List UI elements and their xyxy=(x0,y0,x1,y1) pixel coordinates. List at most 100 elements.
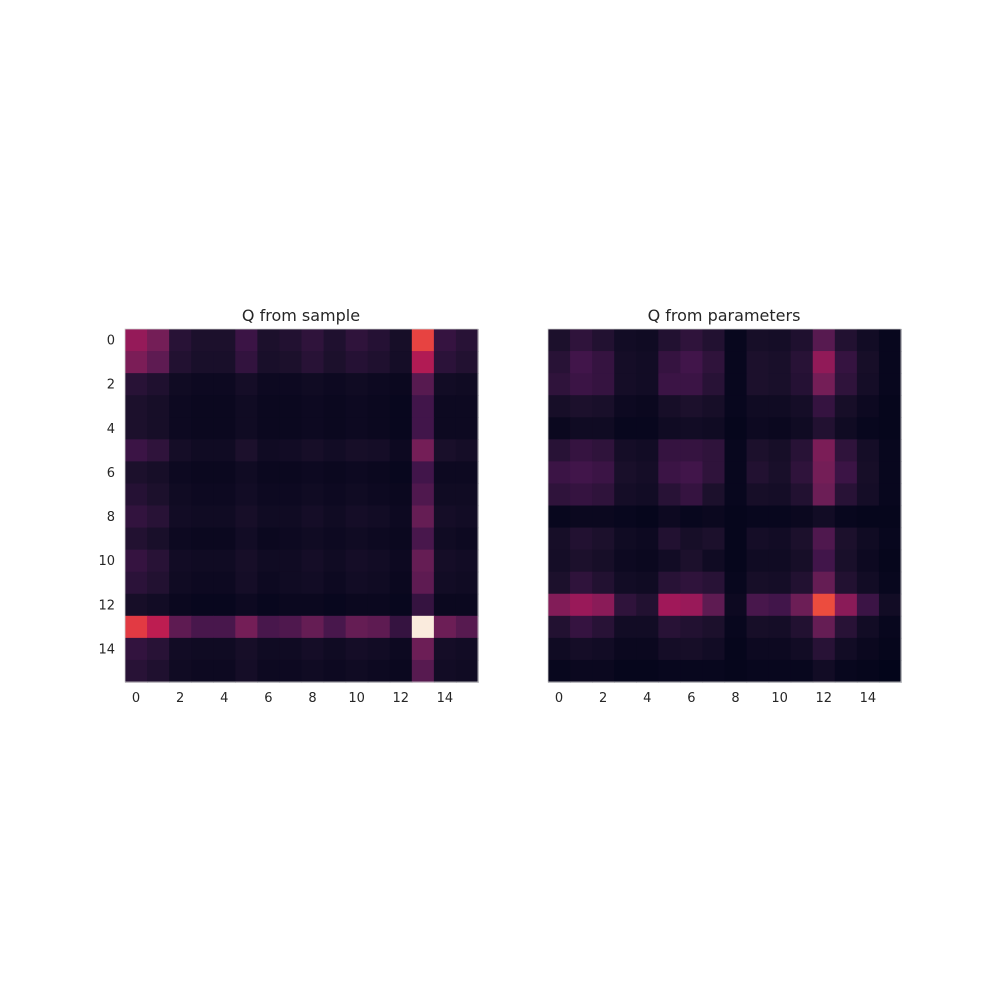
heatmap-sample-cell-2-15 xyxy=(455,373,479,396)
heatmap-sample-cell-15-2 xyxy=(169,659,192,683)
heatmap-sample-cell-7-12 xyxy=(389,483,413,507)
heatmap-parameters-cell-13-0 xyxy=(548,615,571,639)
heatmap-parameters-panel: Q from parameters 0 2 4 6 8 10 12 14 xyxy=(547,306,902,706)
heatmap-sample-cell-2-12 xyxy=(389,373,413,396)
heatmap-parameters-cell-5-12 xyxy=(812,439,836,462)
heatmap-parameters-cell-5-13 xyxy=(834,439,858,462)
heatmap-sample-cell-15-6 xyxy=(257,659,281,683)
heatmap-parameters-cell-14-7 xyxy=(702,637,726,661)
heatmap-parameters-cell-15-3 xyxy=(614,659,637,683)
heatmap-sample-cell-1-9 xyxy=(323,351,347,374)
heatmap-sample-cell-0-2 xyxy=(169,329,192,352)
heatmap-sample-cell-0-0 xyxy=(125,329,148,352)
heatmap-parameters-cell-10-7 xyxy=(702,549,726,573)
heatmap-sample-cell-5-6 xyxy=(257,439,281,462)
heatmap-parameters-cell-3-15 xyxy=(878,395,902,418)
heatmap-sample-cell-1-0 xyxy=(125,351,148,374)
heatmap-sample-cell-2-10 xyxy=(345,373,369,396)
heatmap-sample-cells xyxy=(124,328,479,683)
heatmap-sample-cell-7-7 xyxy=(279,483,303,507)
heatmap-sample-cell-7-0 xyxy=(125,483,148,507)
heatmap-sample-cell-4-15 xyxy=(455,417,479,440)
heatmap-sample-cell-7-4 xyxy=(213,483,236,507)
heatmap-sample-cell-14-3 xyxy=(191,637,214,661)
heatmap-sample-cell-1-11 xyxy=(367,351,391,374)
heatmap-parameters-cell-0-2 xyxy=(592,329,615,352)
heatmap-sample-cell-3-0 xyxy=(125,395,148,418)
heatmap-sample-cell-6-3 xyxy=(191,461,214,485)
heatmap-parameters-cell-4-12 xyxy=(812,417,836,440)
heatmap-parameters-cell-11-5 xyxy=(658,571,681,595)
heatmap-sample-cell-6-9 xyxy=(323,461,347,485)
heatmap-parameters-cell-13-5 xyxy=(658,615,681,639)
heatmap-sample-cell-4-14 xyxy=(433,417,457,440)
heatmap-sample-cell-0-10 xyxy=(345,329,369,352)
heatmap-sample-cell-9-4 xyxy=(213,527,236,551)
heatmap-parameters-cell-5-0 xyxy=(548,439,571,462)
heatmap-sample-cell-3-10 xyxy=(345,395,369,418)
heatmap-sample-cell-4-11 xyxy=(367,417,391,440)
heatmap-parameters-cell-11-13 xyxy=(834,571,858,595)
heatmap-sample-cell-11-7 xyxy=(279,571,303,595)
heatmap-parameters-cell-4-2 xyxy=(592,417,615,440)
heatmap-parameters-cell-12-1 xyxy=(570,593,593,617)
heatmap-parameters-cell-1-10 xyxy=(768,351,792,374)
heatmap-parameters-cells xyxy=(547,328,902,683)
heatmap-sample-cell-15-0 xyxy=(125,659,148,683)
heatmap-parameters-cell-1-12 xyxy=(812,351,836,374)
heatmap-sample-cell-4-4 xyxy=(213,417,236,440)
heatmap-parameters-cell-13-7 xyxy=(702,615,726,639)
heatmap-parameters-cell-7-8 xyxy=(724,483,748,507)
heatmap-sample-cell-10-2 xyxy=(169,549,192,573)
heatmap-sample-cell-5-9 xyxy=(323,439,347,462)
heatmap-parameters-cell-13-14 xyxy=(856,615,880,639)
heatmap-sample-cell-13-0 xyxy=(125,615,148,639)
heatmap-parameters-cell-7-4 xyxy=(636,483,659,507)
heatmap-parameters-cell-13-10 xyxy=(768,615,792,639)
heatmap-sample-cell-10-9 xyxy=(323,549,347,573)
heatmap-sample-cell-9-9 xyxy=(323,527,347,551)
heatmap-sample-cell-13-12 xyxy=(389,615,413,639)
heatmap-sample-x-tick-label: 14 xyxy=(437,691,454,706)
heatmap-parameters-cell-2-10 xyxy=(768,373,792,396)
heatmap-parameters-cell-1-3 xyxy=(614,351,637,374)
heatmap-sample-cell-8-4 xyxy=(213,505,236,529)
heatmap-sample-cell-3-15 xyxy=(455,395,479,418)
heatmap-parameters-x-tick-label: 6 xyxy=(687,691,695,706)
heatmap-sample-cell-7-14 xyxy=(433,483,457,507)
heatmap-parameters-cell-11-0 xyxy=(548,571,571,595)
heatmap-sample-cell-9-7 xyxy=(279,527,303,551)
heatmap-parameters-cell-11-8 xyxy=(724,571,748,595)
heatmap-sample-cell-13-2 xyxy=(169,615,192,639)
heatmap-sample-cell-1-15 xyxy=(455,351,479,374)
heatmap-parameters-cell-6-5 xyxy=(658,461,681,485)
heatmap-parameters-cell-14-1 xyxy=(570,637,593,661)
heatmap-sample-cell-8-2 xyxy=(169,505,192,529)
heatmap-parameters-cell-10-11 xyxy=(790,549,814,573)
heatmap-sample-cell-13-7 xyxy=(279,615,303,639)
heatmap-sample-x-tick-label: 0 xyxy=(132,691,140,706)
heatmap-parameters-cell-15-14 xyxy=(856,659,880,683)
heatmap-sample-cell-12-11 xyxy=(367,593,391,617)
heatmap-parameters-cell-7-5 xyxy=(658,483,681,507)
heatmap-sample-cell-8-10 xyxy=(345,505,369,529)
heatmap-parameters-cell-4-9 xyxy=(746,417,770,440)
heatmap-parameters-cell-9-1 xyxy=(570,527,593,551)
heatmap-parameters-cell-12-12 xyxy=(812,593,836,617)
heatmap-parameters-cell-0-14 xyxy=(856,329,880,352)
heatmap-parameters-cell-11-10 xyxy=(768,571,792,595)
heatmap-parameters-cell-5-14 xyxy=(856,439,880,462)
heatmap-sample-cell-13-8 xyxy=(301,615,325,639)
heatmap-sample-cell-7-15 xyxy=(455,483,479,507)
heatmap-parameters-cell-8-11 xyxy=(790,505,814,529)
heatmap-parameters-cell-2-15 xyxy=(878,373,902,396)
heatmap-parameters-cell-14-14 xyxy=(856,637,880,661)
heatmap-sample-cell-2-5 xyxy=(235,373,258,396)
heatmap-sample-cell-14-2 xyxy=(169,637,192,661)
heatmap-parameters-cell-9-9 xyxy=(746,527,770,551)
heatmap-parameters-cell-12-8 xyxy=(724,593,748,617)
heatmap-sample-cell-15-11 xyxy=(367,659,391,683)
heatmap-sample-cell-0-6 xyxy=(257,329,281,352)
heatmap-sample-y-tick-label: 14 xyxy=(98,642,115,657)
heatmap-parameters-cell-10-15 xyxy=(878,549,902,573)
